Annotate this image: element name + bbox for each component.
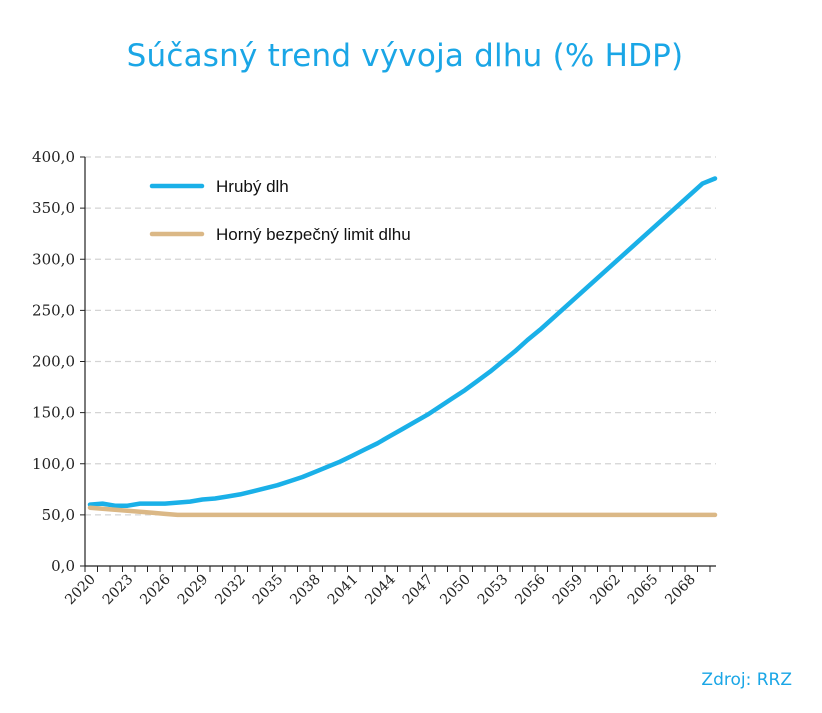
source-note: Zdroj: RRZ bbox=[701, 670, 792, 690]
x-tick-label: 2026 bbox=[137, 571, 174, 608]
y-tick-label: 400,0 bbox=[32, 148, 75, 166]
x-tick-label: 2041 bbox=[325, 572, 362, 609]
y-tick-label: 250,0 bbox=[32, 301, 75, 319]
axes: 0,0 50,0 100,0 150,0 200,0 250,0 300,0 350,0 400… bbox=[32, 148, 716, 608]
y-tick-label: 100,0 bbox=[32, 455, 75, 473]
x-tick-label: 2029 bbox=[175, 572, 212, 609]
gridlines bbox=[85, 156, 716, 516]
legend-label: Horný bezpečný limit dlhu bbox=[216, 225, 411, 244]
x-tick-label: 2038 bbox=[287, 572, 324, 609]
legend-label: Hrubý dlh bbox=[216, 177, 289, 196]
x-tick-label: 2023 bbox=[100, 572, 137, 609]
x-tick-label: 2035 bbox=[250, 572, 287, 609]
chart-title: Súčasný trend vývoja dlhu (% HDP) bbox=[126, 38, 684, 74]
y-tick-label: 350,0 bbox=[32, 199, 75, 217]
series-lines bbox=[87, 176, 718, 518]
x-tick-label: 2068 bbox=[662, 572, 699, 609]
y-tick-label: 50,0 bbox=[42, 506, 75, 524]
x-tick-label: 2032 bbox=[212, 572, 249, 609]
x-tick-label: 2059 bbox=[550, 572, 587, 609]
x-tick-label: 2056 bbox=[512, 571, 549, 608]
x-tick-label: 2050 bbox=[437, 572, 474, 609]
legend: Hrubý dlh Horný bezpečný limit dlhu bbox=[149, 177, 411, 244]
y-tick-label: 300,0 bbox=[32, 250, 75, 268]
y-tick-label: 150,0 bbox=[32, 404, 75, 422]
series-line-2 bbox=[87, 505, 718, 518]
y-tick-label: 200,0 bbox=[32, 353, 75, 371]
x-tick-label: 2053 bbox=[475, 572, 512, 609]
x-tick-label: 2065 bbox=[625, 572, 662, 609]
y-tick-label: 0,0 bbox=[51, 557, 75, 575]
series-line-1 bbox=[87, 176, 718, 508]
x-tick-label: 2044 bbox=[362, 571, 399, 608]
x-tick-label: 2020 bbox=[62, 572, 99, 609]
x-tick-label: 2062 bbox=[587, 572, 624, 609]
x-tick-label: 2047 bbox=[400, 572, 437, 609]
